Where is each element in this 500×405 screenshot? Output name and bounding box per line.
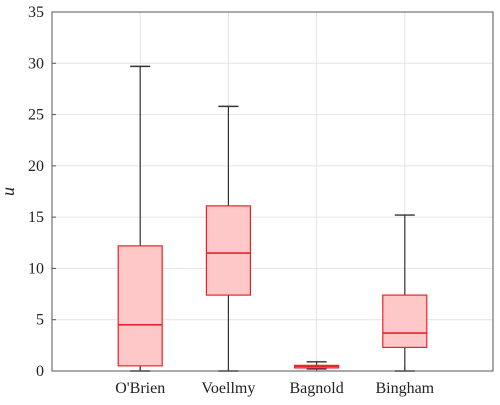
y-tick-label: 20 bbox=[28, 158, 44, 175]
x-tick-label: O'Brien bbox=[115, 380, 165, 397]
x-tick-label: Bagnold bbox=[289, 380, 343, 397]
y-tick-label: 25 bbox=[28, 107, 44, 124]
box-iqr bbox=[382, 294, 428, 349]
boxes bbox=[117, 65, 428, 372]
y-axis-label: u bbox=[0, 187, 18, 196]
x-tick-label: Voellmy bbox=[201, 380, 255, 397]
y-tick-label: 30 bbox=[28, 55, 44, 72]
y-tick-label: 35 bbox=[28, 4, 44, 21]
plot-frame bbox=[51, 11, 494, 372]
box-obrien bbox=[117, 65, 163, 372]
box-iqr bbox=[205, 205, 251, 296]
y-tick-label: 0 bbox=[36, 363, 44, 380]
box-voellmy bbox=[205, 105, 251, 372]
y-tick-label: 10 bbox=[28, 260, 44, 277]
y-tick-label: 15 bbox=[28, 209, 44, 226]
box-bagnold bbox=[294, 361, 340, 370]
box-bingham bbox=[382, 214, 428, 372]
x-tick-label: Bingham bbox=[375, 380, 434, 397]
x-axis-ticks: O'Brien Voellmy Bagnold Bingham bbox=[115, 367, 435, 397]
y-tick-label: 5 bbox=[36, 312, 44, 329]
box-iqr bbox=[117, 245, 163, 367]
